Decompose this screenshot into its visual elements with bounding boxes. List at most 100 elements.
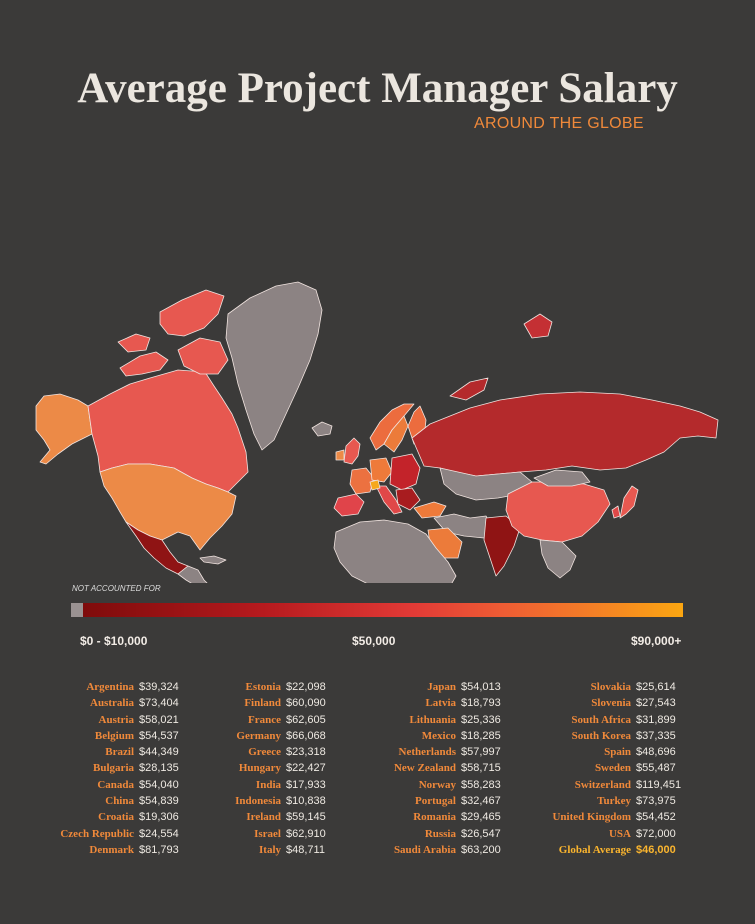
salary-value: $119,451 (636, 778, 682, 791)
table-row: Denmark $81,793 (40, 842, 220, 858)
table-row: Switzerland $119,451 (530, 777, 710, 793)
table-row: Saudi Arabia $63,200 (360, 842, 540, 858)
table-row: Canada $54,040 (40, 777, 220, 793)
salary-value: $63,200 (461, 843, 501, 856)
table-row: Slovenia $27,543 (530, 695, 710, 711)
table-row: South Korea $37,335 (530, 728, 710, 744)
country-name: Turkey (597, 795, 631, 808)
table-row: Lithuania $25,336 (360, 712, 540, 728)
table-row: Argentina $39,324 (40, 679, 220, 695)
country-name: Saudi Arabia (393, 843, 456, 856)
country-name: Latvia (425, 697, 456, 710)
salary-value: $39,324 (139, 681, 179, 693)
region-russia-islands (449, 377, 489, 401)
country-name: Romania (413, 811, 456, 824)
region-russia-islands (523, 313, 553, 339)
region-canada-arctic (119, 351, 169, 377)
global-average-value: $46,000 (636, 843, 676, 856)
global-average-row: Global Average $46,000 (530, 842, 710, 858)
country-name: Argentina (86, 681, 134, 693)
legend-color-scale (83, 603, 683, 617)
legend-high-label: $90,000+ (631, 634, 682, 648)
salary-value: $26,547 (461, 827, 501, 840)
salary-value: $29,465 (461, 811, 501, 824)
salary-value: $54,040 (139, 778, 179, 791)
country-name: Mexico (421, 729, 456, 742)
table-row: Romania $29,465 (360, 809, 540, 825)
table-row: Hungary $22,427 (200, 760, 380, 776)
salary-value: $54,452 (636, 811, 676, 824)
country-name: Australia (90, 697, 134, 710)
salary-value: $18,285 (461, 729, 501, 742)
salary-value: $62,910 (286, 827, 326, 840)
salary-value: $18,793 (461, 697, 501, 710)
region-usa (99, 463, 237, 551)
world-map-icon (35, 281, 719, 583)
country-name: Finland (244, 697, 281, 710)
country-name: Denmark (89, 843, 134, 856)
table-row: Sweden $55,487 (530, 760, 710, 776)
table-row: Greece $23,318 (200, 744, 380, 760)
region-norway (369, 403, 415, 451)
region-turkey (413, 501, 447, 519)
region-south-korea (611, 505, 621, 519)
country-name: Estonia (245, 681, 281, 693)
table-row: Belgium $54,537 (40, 728, 220, 744)
region-russia (411, 391, 719, 477)
table-row: USA $72,000 (530, 826, 710, 842)
salary-value: $58,283 (461, 778, 501, 791)
salary-value: $62,605 (286, 713, 326, 726)
region-germany (369, 457, 393, 483)
salary-value: $81,793 (139, 843, 179, 856)
country-name: Lithuania (409, 713, 456, 726)
region-spain-portugal (333, 493, 365, 517)
table-row: Turkey $73,975 (530, 793, 710, 809)
region-china (505, 481, 611, 543)
country-name: India (255, 778, 281, 791)
table-row: Portugal $32,467 (360, 793, 540, 809)
country-name: Bulgaria (93, 762, 134, 775)
salary-value: $27,543 (636, 697, 676, 710)
country-name: Japan (427, 681, 456, 693)
salary-value: $73,975 (636, 795, 676, 808)
salary-column-3: Japan $54,013 Latvia $18,793 Lithuania $25,… (360, 679, 540, 858)
country-name: Germany (236, 729, 281, 742)
salary-value: $58,021 (139, 713, 179, 726)
salary-column-1: Argentina $39,324 Australia $73,404 Austri… (40, 679, 220, 858)
region-east-europe (389, 453, 421, 491)
table-row: Brazil $44,349 (40, 744, 220, 760)
country-name: Spain (604, 746, 631, 759)
region-canada-arctic (159, 289, 225, 337)
salary-value: $10,838 (286, 795, 326, 808)
salary-value: $37,335 (636, 729, 676, 742)
salary-value: $57,997 (461, 746, 501, 759)
salary-value: $31,899 (636, 713, 676, 726)
country-name: Slovakia (590, 681, 631, 693)
country-name: Canada (97, 778, 134, 791)
region-greenland (225, 281, 323, 451)
table-row: China $54,839 (40, 793, 220, 809)
region-italy (375, 485, 403, 515)
country-name: China (105, 795, 134, 808)
salary-value: $60,090 (286, 697, 326, 710)
country-name: South Africa (571, 713, 631, 726)
region-mongolia (533, 469, 591, 487)
region-africa (333, 519, 457, 583)
region-canada-arctic (177, 337, 229, 375)
region-caribbean (199, 555, 227, 565)
country-name: Brazil (105, 746, 134, 759)
table-row: Russia $26,547 (360, 826, 540, 842)
salary-value: $44,349 (139, 746, 179, 759)
table-row: United Kingdom $54,452 (530, 809, 710, 825)
country-name: United Kingdom (552, 811, 631, 824)
legend-mid-label: $50,000 (352, 634, 396, 648)
salary-value: $66,068 (286, 729, 326, 742)
region-iceland (311, 421, 333, 437)
country-name: Norway (418, 778, 456, 791)
table-row: India $17,933 (200, 777, 380, 793)
region-alaska (35, 393, 93, 465)
country-name: Indonesia (235, 795, 281, 808)
table-row: Israel $62,910 (200, 826, 380, 842)
country-name: Ireland (246, 811, 281, 824)
table-row: Czech Republic $24,554 (40, 826, 220, 842)
